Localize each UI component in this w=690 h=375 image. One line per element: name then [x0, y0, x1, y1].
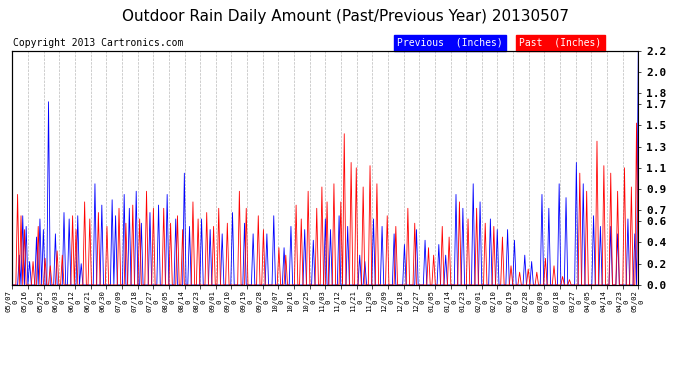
Text: Copyright 2013 Cartronics.com: Copyright 2013 Cartronics.com [13, 38, 184, 48]
Text: Outdoor Rain Daily Amount (Past/Previous Year) 20130507: Outdoor Rain Daily Amount (Past/Previous… [121, 9, 569, 24]
Text: Past  (Inches): Past (Inches) [520, 38, 602, 48]
Text: Previous  (Inches): Previous (Inches) [397, 38, 503, 48]
